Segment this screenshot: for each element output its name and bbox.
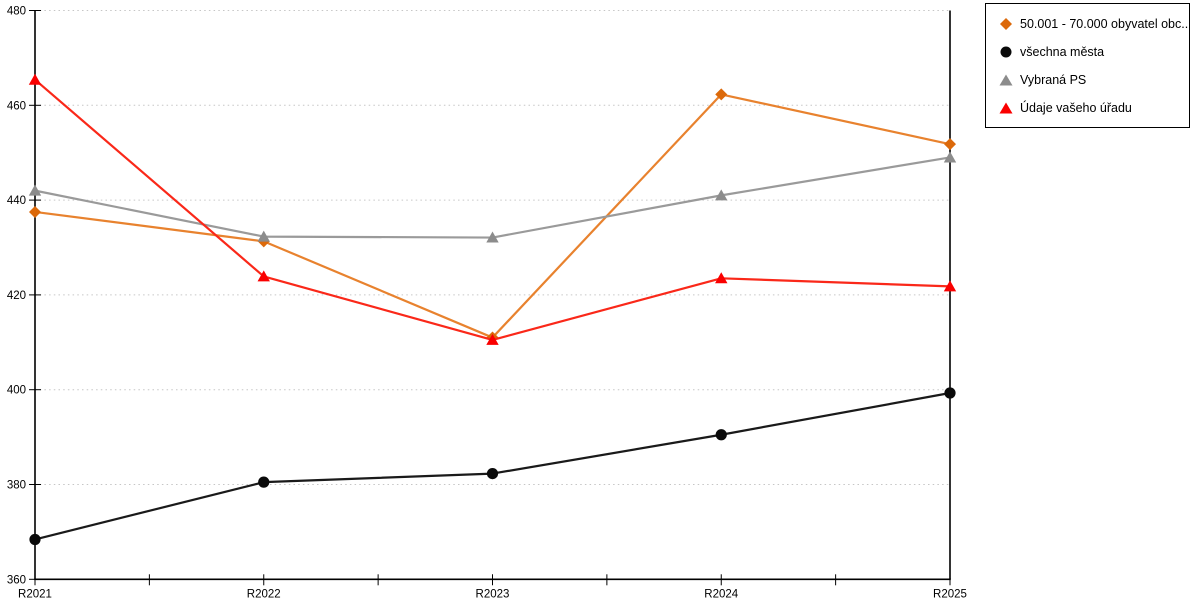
legend-item-1[interactable]: všechna města (999, 38, 1189, 66)
series-2-triangle-marker (28, 184, 42, 196)
series-3-triangle-marker (943, 280, 957, 292)
series-1-circle-marker (258, 476, 270, 488)
legend-label-0: 50.001 - 70.000 obyvatel obc... (1020, 17, 1190, 31)
x-axis-tick-label: R2022 (247, 588, 281, 600)
series-line-3 (34, 78, 951, 342)
series-1-circle-marker (715, 429, 727, 441)
chart-legend: 50.001 - 70.000 obyvatel obc... všechna m… (985, 3, 1190, 128)
legend-triangle-icon (999, 102, 1013, 114)
y-axis-tick-label: 380 (7, 480, 26, 492)
series-2-triangle-marker (257, 230, 270, 242)
legend-triangle-icon (999, 74, 1013, 86)
y-axis-tick-label: 440 (7, 195, 26, 207)
series-1-circle-marker (29, 533, 41, 546)
series-2-triangle-marker (943, 151, 957, 163)
series-2-triangle-marker (715, 189, 728, 201)
series-3-triangle-marker (257, 270, 270, 282)
legend-label-1: všechna města (1020, 45, 1105, 59)
legend-item-3[interactable]: Údaje vašeho úřadu (999, 94, 1189, 122)
series-0-diamond-marker (715, 88, 728, 101)
legend-circle-icon (1000, 46, 1012, 58)
series-3-triangle-marker (715, 272, 728, 284)
x-axis-tick-label: R2025 (933, 588, 967, 600)
series-3-triangle-marker (28, 73, 42, 85)
x-axis-tick-label: R2024 (704, 588, 738, 600)
y-axis-tick-label: 480 (7, 6, 26, 18)
series-line-1 (34, 391, 951, 541)
legend-label-2: Vybraná PS (1020, 73, 1087, 87)
legend-diamond-icon (1000, 18, 1012, 30)
y-axis-tick-label: 460 (7, 100, 26, 112)
legend-item-0[interactable]: 50.001 - 70.000 obyvatel obc... (999, 10, 1189, 38)
series-3-triangle-marker (486, 333, 499, 345)
y-axis-tick-label: 360 (7, 574, 26, 586)
x-axis-tick-label: R2023 (476, 588, 510, 600)
x-axis-tick-label: R2021 (18, 588, 52, 600)
series-1-circle-marker (944, 387, 956, 399)
legend-item-2[interactable]: Vybraná PS (999, 66, 1189, 94)
legend-label-3: Údaje vašeho úřadu (1020, 101, 1132, 115)
y-axis-tick-label: 400 (7, 385, 26, 397)
series-0-diamond-marker (944, 138, 956, 151)
series-0-diamond-marker (29, 205, 41, 218)
series-2-triangle-marker (486, 231, 499, 243)
y-axis-tick-label: 420 (7, 290, 26, 302)
series-line-0 (34, 93, 951, 339)
series-1-circle-marker (486, 467, 499, 480)
